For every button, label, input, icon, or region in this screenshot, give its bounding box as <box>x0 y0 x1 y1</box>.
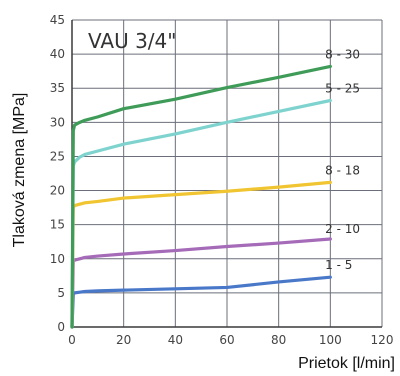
series-layer <box>70 64 332 329</box>
y-tick-label: 25 <box>50 149 65 163</box>
series-label: 2 - 10 <box>325 222 360 236</box>
y-tick-label: 20 <box>50 184 65 198</box>
label-layer: 1 - 5 2 - 10 8 - 18 5 - 25 8 - 30 <box>325 47 360 272</box>
x-tick-label: 100 <box>319 333 342 347</box>
series-label: 8 - 18 <box>325 163 360 177</box>
chart-title: VAU 3/4" <box>88 29 176 53</box>
axis-layer: 0 20 40 60 80 100 120 0 5 10 15 20 25 30 35 40 45 <box>50 13 394 347</box>
y-tick-label: 35 <box>50 81 65 95</box>
series-label: 5 - 25 <box>325 82 360 96</box>
x-tick-label: 60 <box>219 333 234 347</box>
x-tick-label: 20 <box>116 333 131 347</box>
y-tick-label: 40 <box>50 47 65 61</box>
series-line-2to10 <box>70 237 332 329</box>
series-line-8to30 <box>70 64 332 329</box>
y-tick-label: 15 <box>50 218 65 232</box>
x-tick-label: 0 <box>68 333 76 347</box>
series-label: 8 - 30 <box>325 47 360 61</box>
y-tick-label: 5 <box>57 286 65 300</box>
x-axis-label: Prietok [l/min] <box>298 355 395 372</box>
y-axis-label: Tlaková zmena [MPa] <box>11 93 28 248</box>
x-tick-label: 120 <box>371 333 394 347</box>
y-tick-label: 0 <box>57 320 65 334</box>
series-line-1to5 <box>70 275 332 329</box>
series-label: 1 - 5 <box>325 258 352 272</box>
y-tick-label: 10 <box>50 252 65 266</box>
x-tick-label: 40 <box>168 333 183 347</box>
x-tick-label: 80 <box>271 333 286 347</box>
y-tick-label: 45 <box>50 13 65 27</box>
y-tick-label: 30 <box>50 115 65 129</box>
